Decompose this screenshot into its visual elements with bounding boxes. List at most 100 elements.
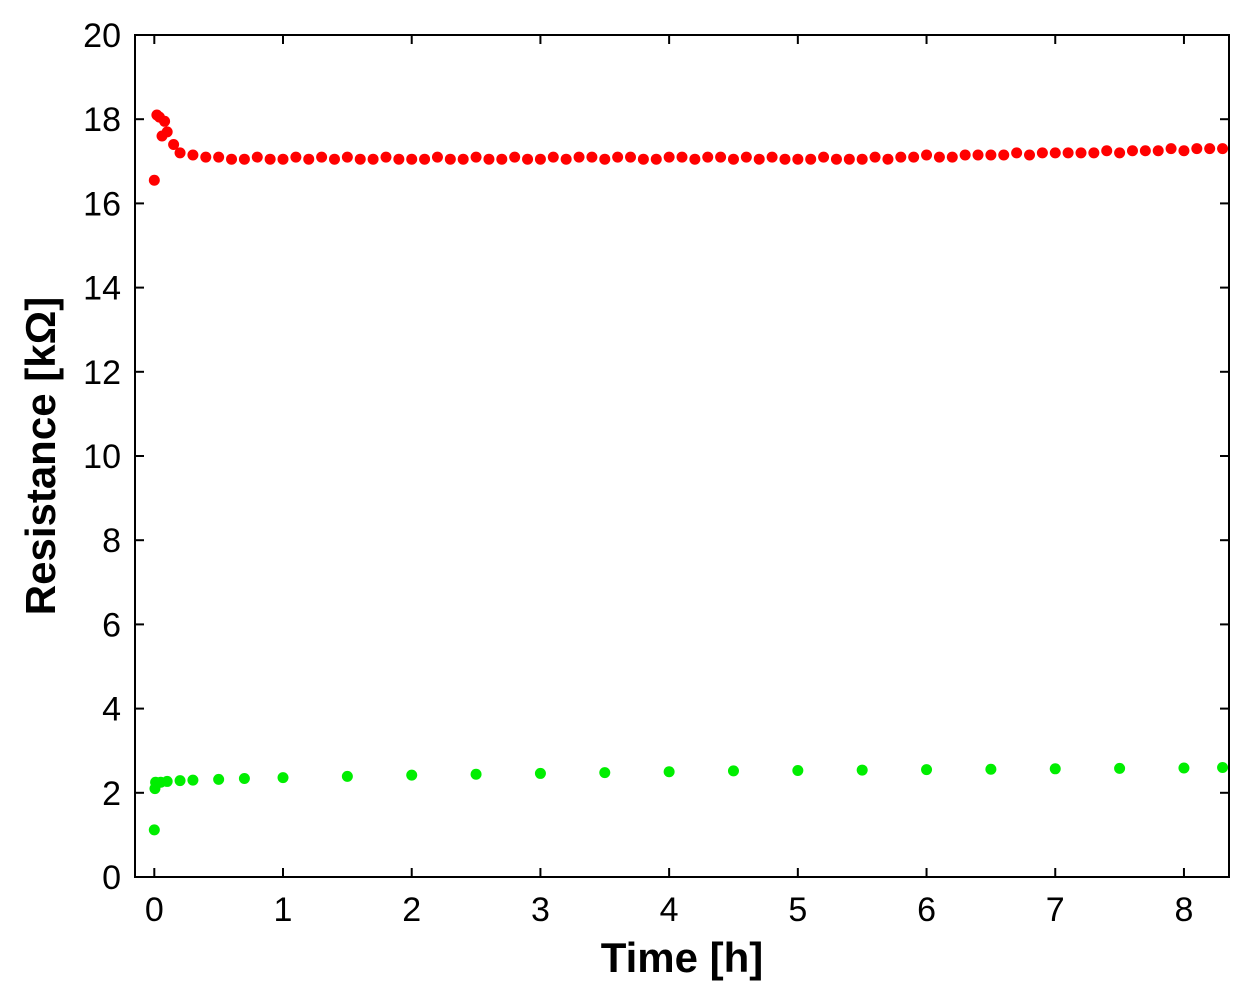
data-point bbox=[187, 774, 199, 786]
data-point bbox=[1165, 143, 1177, 155]
data-point bbox=[740, 151, 752, 163]
data-point bbox=[187, 149, 199, 161]
data-point bbox=[213, 773, 225, 785]
data-point bbox=[663, 151, 675, 163]
data-point bbox=[1139, 145, 1151, 157]
data-point bbox=[753, 153, 765, 165]
y-tick-label: 14 bbox=[83, 270, 121, 308]
data-point bbox=[509, 151, 521, 163]
data-point bbox=[277, 153, 289, 165]
data-point bbox=[316, 151, 328, 163]
y-tick-label: 20 bbox=[83, 17, 121, 55]
data-point bbox=[1217, 762, 1229, 774]
data-point bbox=[856, 153, 868, 165]
x-tick-label: 8 bbox=[1174, 891, 1193, 929]
data-point bbox=[1049, 147, 1061, 159]
x-tick-label: 7 bbox=[1046, 891, 1065, 929]
data-point bbox=[612, 151, 624, 163]
data-point bbox=[168, 138, 180, 150]
data-point bbox=[200, 151, 212, 163]
data-point bbox=[213, 151, 225, 163]
data-point bbox=[1178, 762, 1190, 774]
x-tick-label: 1 bbox=[274, 891, 293, 929]
data-point bbox=[419, 153, 431, 165]
data-point bbox=[341, 151, 353, 163]
data-point bbox=[972, 149, 984, 161]
data-point bbox=[599, 767, 611, 779]
data-point bbox=[534, 767, 546, 779]
data-point bbox=[908, 151, 920, 163]
data-point bbox=[174, 775, 186, 787]
y-tick-label: 4 bbox=[102, 691, 121, 729]
data-point bbox=[1101, 145, 1113, 157]
data-point bbox=[921, 149, 933, 161]
data-point bbox=[766, 151, 778, 163]
data-point bbox=[1191, 143, 1203, 155]
data-point bbox=[959, 149, 971, 161]
data-point bbox=[727, 765, 739, 777]
data-point bbox=[264, 153, 276, 165]
data-point bbox=[805, 153, 817, 165]
data-point bbox=[1062, 147, 1074, 159]
data-point bbox=[895, 151, 907, 163]
data-point bbox=[547, 151, 559, 163]
data-point bbox=[637, 153, 649, 165]
data-point bbox=[226, 153, 238, 165]
y-tick-label: 0 bbox=[102, 859, 121, 897]
data-point bbox=[921, 764, 933, 776]
data-point bbox=[1114, 762, 1126, 774]
data-point bbox=[148, 824, 160, 836]
data-point bbox=[251, 151, 263, 163]
data-point bbox=[599, 153, 611, 165]
data-point bbox=[779, 153, 791, 165]
data-point bbox=[354, 153, 366, 165]
data-point bbox=[1024, 149, 1036, 161]
data-point bbox=[663, 766, 675, 778]
data-point bbox=[818, 151, 830, 163]
data-point bbox=[290, 151, 302, 163]
data-point bbox=[534, 153, 546, 165]
data-point bbox=[856, 764, 868, 776]
data-point bbox=[148, 174, 160, 186]
data-point bbox=[1011, 147, 1023, 159]
data-point bbox=[1178, 145, 1190, 157]
data-point bbox=[625, 151, 637, 163]
data-point bbox=[457, 153, 469, 165]
data-point bbox=[431, 151, 443, 163]
data-point bbox=[946, 151, 958, 163]
data-point bbox=[586, 151, 598, 163]
data-point bbox=[985, 763, 997, 775]
data-point bbox=[1152, 145, 1164, 157]
data-point bbox=[998, 149, 1010, 161]
series-0 bbox=[148, 109, 1229, 186]
x-tick-label: 0 bbox=[145, 891, 164, 929]
data-point bbox=[792, 764, 804, 776]
y-tick-label: 18 bbox=[83, 101, 121, 139]
data-point bbox=[650, 153, 662, 165]
x-tick-label: 6 bbox=[917, 891, 936, 929]
data-point bbox=[522, 153, 534, 165]
y-tick-label: 2 bbox=[102, 775, 121, 813]
data-point bbox=[161, 775, 173, 787]
x-tick-label: 2 bbox=[402, 891, 421, 929]
data-point bbox=[1114, 147, 1126, 159]
data-point bbox=[406, 769, 418, 781]
y-tick-label: 8 bbox=[102, 522, 121, 560]
data-point bbox=[380, 151, 392, 163]
data-point bbox=[1049, 763, 1061, 775]
data-point bbox=[470, 151, 482, 163]
data-point bbox=[303, 153, 315, 165]
data-point bbox=[830, 153, 842, 165]
data-point bbox=[483, 153, 495, 165]
y-tick-label: 16 bbox=[83, 185, 121, 223]
data-points bbox=[148, 109, 1229, 836]
data-point bbox=[328, 153, 340, 165]
data-point bbox=[560, 153, 572, 165]
data-point bbox=[159, 115, 171, 127]
data-point bbox=[174, 147, 186, 159]
data-point bbox=[1217, 143, 1229, 155]
data-point bbox=[933, 151, 945, 163]
y-tick-label: 10 bbox=[83, 438, 121, 476]
